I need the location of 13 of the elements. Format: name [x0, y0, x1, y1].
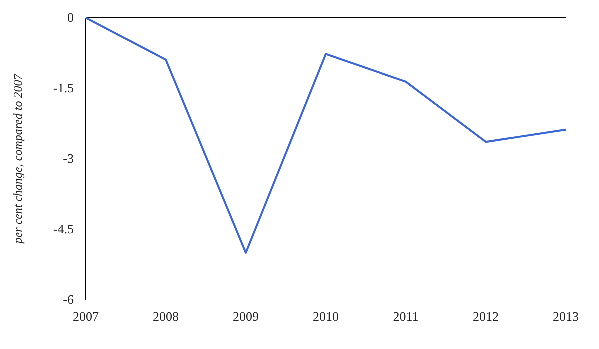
y-tick-label: 0	[68, 10, 74, 26]
y-tick-label: -6	[63, 292, 74, 308]
x-tick-label: 2009	[233, 309, 259, 324]
y-tick-label: -1.5	[53, 80, 74, 96]
y-axis-title: per cent change, compared to 2007	[11, 73, 25, 245]
x-tick-label: 2010	[313, 309, 339, 324]
y-tick-label: -3	[63, 151, 74, 166]
y-tick-label: -4.5	[53, 222, 74, 237]
x-tick-label: 2013	[553, 309, 579, 324]
x-tick-label: 2012	[473, 309, 499, 324]
x-tick-label: 2008	[153, 309, 179, 324]
x-tick-label: 2011	[393, 309, 419, 324]
x-tick-label: 2007	[73, 309, 100, 324]
